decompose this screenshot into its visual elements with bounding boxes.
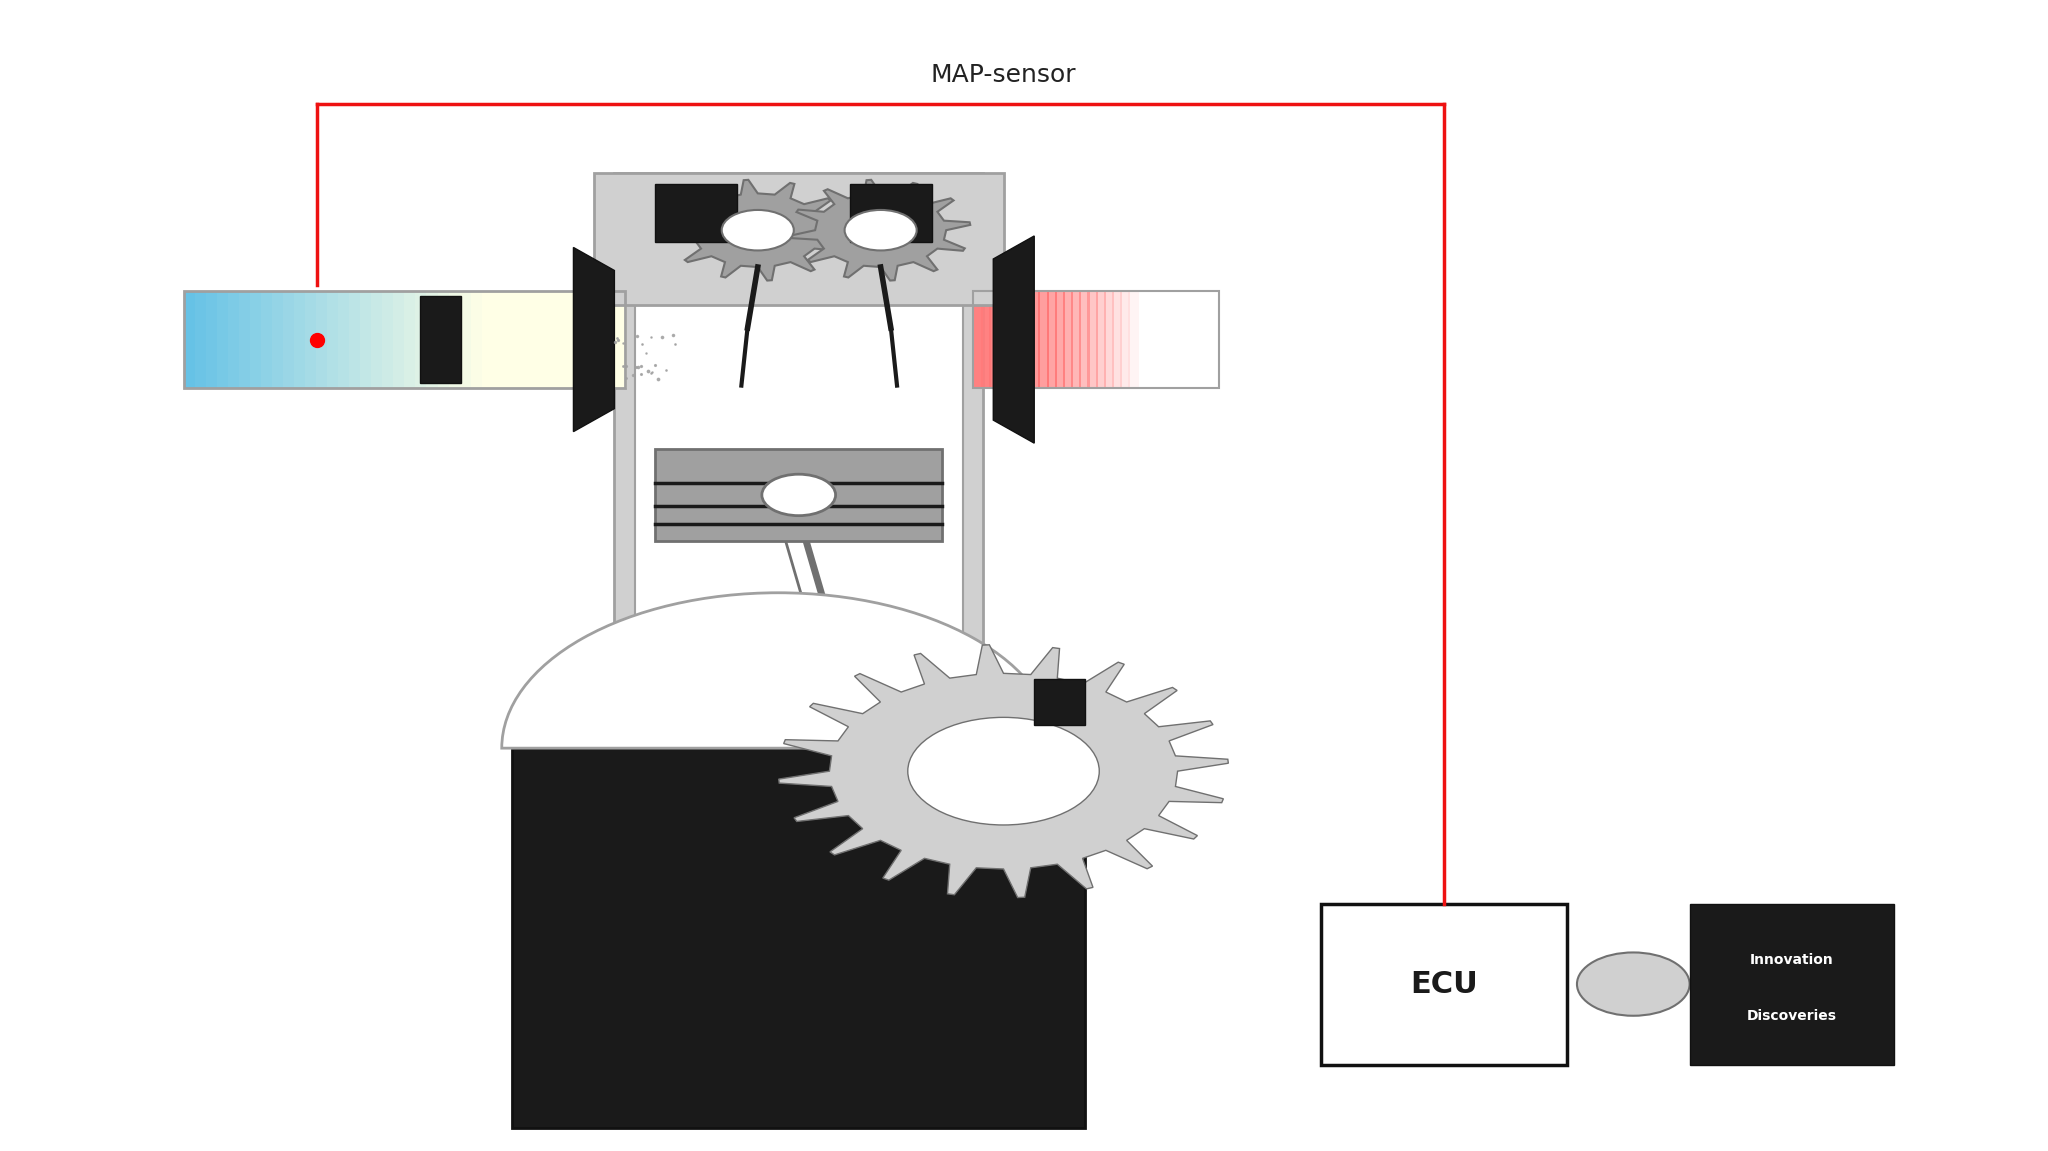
FancyBboxPatch shape [240, 291, 252, 389]
Polygon shape [993, 236, 1034, 443]
FancyBboxPatch shape [1063, 291, 1073, 389]
Wedge shape [502, 593, 1055, 748]
FancyBboxPatch shape [1128, 291, 1139, 389]
FancyBboxPatch shape [1038, 291, 1049, 389]
FancyBboxPatch shape [537, 291, 549, 389]
Text: MAP-sensor: MAP-sensor [930, 63, 1077, 86]
FancyBboxPatch shape [655, 449, 942, 541]
FancyBboxPatch shape [1071, 291, 1081, 389]
FancyBboxPatch shape [227, 291, 242, 389]
Circle shape [762, 474, 836, 516]
FancyBboxPatch shape [459, 291, 473, 389]
FancyBboxPatch shape [614, 291, 627, 389]
Text: Innovation: Innovation [1751, 953, 1833, 967]
FancyBboxPatch shape [997, 291, 1008, 389]
FancyBboxPatch shape [416, 291, 428, 389]
FancyBboxPatch shape [184, 291, 197, 389]
FancyBboxPatch shape [262, 291, 274, 389]
FancyBboxPatch shape [371, 291, 385, 389]
FancyBboxPatch shape [1120, 291, 1130, 389]
FancyBboxPatch shape [449, 291, 461, 389]
FancyBboxPatch shape [594, 173, 1004, 305]
FancyBboxPatch shape [426, 291, 440, 389]
FancyBboxPatch shape [1096, 291, 1106, 389]
Circle shape [907, 717, 1100, 825]
FancyBboxPatch shape [1006, 291, 1016, 389]
FancyBboxPatch shape [1055, 291, 1065, 389]
FancyBboxPatch shape [305, 291, 319, 389]
FancyBboxPatch shape [383, 291, 395, 389]
FancyBboxPatch shape [559, 291, 571, 389]
FancyBboxPatch shape [1690, 904, 1894, 1065]
FancyBboxPatch shape [315, 291, 330, 389]
Circle shape [1616, 974, 1651, 994]
FancyBboxPatch shape [481, 291, 494, 389]
FancyBboxPatch shape [973, 291, 983, 389]
FancyBboxPatch shape [1022, 291, 1032, 389]
FancyBboxPatch shape [1047, 291, 1057, 389]
FancyBboxPatch shape [403, 291, 418, 389]
FancyBboxPatch shape [195, 291, 209, 389]
Circle shape [721, 209, 795, 251]
FancyBboxPatch shape [283, 291, 297, 389]
FancyBboxPatch shape [393, 291, 406, 389]
FancyBboxPatch shape [1014, 291, 1024, 389]
FancyBboxPatch shape [850, 184, 932, 242]
FancyBboxPatch shape [602, 291, 616, 389]
FancyBboxPatch shape [1104, 291, 1114, 389]
FancyBboxPatch shape [350, 291, 362, 389]
Polygon shape [791, 180, 971, 281]
FancyBboxPatch shape [207, 291, 219, 389]
Polygon shape [420, 297, 461, 382]
FancyBboxPatch shape [1034, 679, 1085, 725]
FancyBboxPatch shape [547, 291, 561, 389]
FancyBboxPatch shape [655, 184, 737, 242]
FancyBboxPatch shape [272, 291, 285, 389]
FancyBboxPatch shape [338, 291, 352, 389]
FancyBboxPatch shape [504, 291, 516, 389]
Polygon shape [668, 180, 848, 281]
FancyBboxPatch shape [526, 291, 539, 389]
FancyBboxPatch shape [989, 291, 999, 389]
Text: ECU: ECU [1409, 969, 1479, 999]
FancyBboxPatch shape [328, 291, 340, 389]
Circle shape [1577, 953, 1690, 1016]
Polygon shape [1589, 960, 1677, 1008]
FancyBboxPatch shape [295, 291, 307, 389]
FancyBboxPatch shape [514, 291, 528, 389]
FancyBboxPatch shape [614, 173, 983, 748]
FancyBboxPatch shape [582, 291, 594, 389]
FancyBboxPatch shape [1087, 291, 1098, 389]
FancyBboxPatch shape [569, 291, 582, 389]
FancyBboxPatch shape [360, 291, 373, 389]
FancyBboxPatch shape [635, 219, 963, 702]
FancyBboxPatch shape [1030, 291, 1040, 389]
FancyBboxPatch shape [981, 291, 991, 389]
FancyBboxPatch shape [1112, 291, 1122, 389]
FancyBboxPatch shape [1079, 291, 1090, 389]
FancyBboxPatch shape [512, 748, 1085, 1128]
FancyBboxPatch shape [250, 291, 264, 389]
FancyBboxPatch shape [1321, 904, 1567, 1065]
FancyBboxPatch shape [217, 291, 229, 389]
Text: Discoveries: Discoveries [1747, 1009, 1837, 1023]
FancyBboxPatch shape [492, 291, 506, 389]
Circle shape [844, 209, 918, 251]
Polygon shape [778, 645, 1229, 898]
FancyBboxPatch shape [592, 291, 604, 389]
FancyBboxPatch shape [471, 291, 483, 389]
Polygon shape [573, 247, 614, 432]
FancyBboxPatch shape [438, 291, 451, 389]
